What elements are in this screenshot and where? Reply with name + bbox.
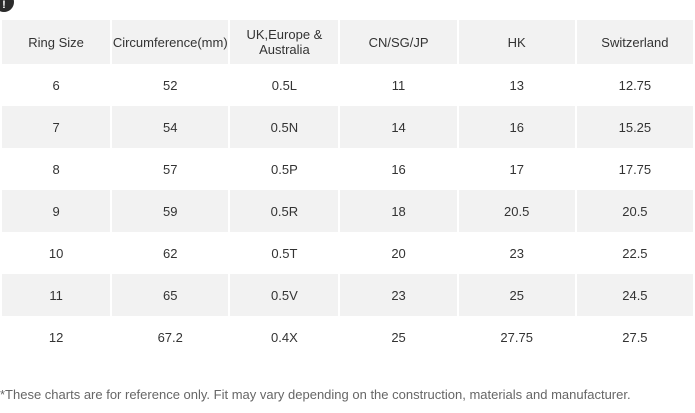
header-switzerland: Switzerland — [576, 20, 693, 64]
table-cell: 62 — [112, 232, 229, 274]
table-cell: 54 — [112, 106, 229, 148]
table-cell: 57 — [112, 148, 229, 190]
table-row: 11 65 0.5V 23 25 24.5 — [2, 274, 693, 316]
header-circumference: Circumference(mm) — [112, 20, 229, 64]
table-cell: 0.5R — [230, 190, 339, 232]
table-cell: 0.5N — [230, 106, 339, 148]
table-cell: 16 — [340, 148, 457, 190]
table-row: 8 57 0.5P 16 17 17.75 — [2, 148, 693, 190]
table-cell: 59 — [112, 190, 229, 232]
table-cell: 22.5 — [576, 232, 693, 274]
table-row: 7 54 0.5N 14 16 15.25 — [2, 106, 693, 148]
table-row: 12 67.2 0.4X 25 27.75 27.5 — [2, 316, 693, 358]
table-cell: 0.4X — [230, 316, 339, 358]
table-cell: 23 — [458, 232, 575, 274]
table-cell: 0.5P — [230, 148, 339, 190]
table-cell: 7 — [2, 106, 111, 148]
table-cell: 0.5T — [230, 232, 339, 274]
header-cn-sg-jp: CN/SG/JP — [340, 20, 457, 64]
table-cell: 20 — [340, 232, 457, 274]
table-cell: 27.5 — [576, 316, 693, 358]
table-cell: 12.75 — [576, 64, 693, 106]
table-cell: 0.5V — [230, 274, 339, 316]
table-cell: 15.25 — [576, 106, 693, 148]
table-cell: 10 — [2, 232, 111, 274]
table-cell: 13 — [458, 64, 575, 106]
table-cell: 65 — [112, 274, 229, 316]
table-cell: 12 — [2, 316, 111, 358]
table-cell: 16 — [458, 106, 575, 148]
table-cell: 11 — [340, 64, 457, 106]
table-row: 6 52 0.5L 11 13 12.75 — [2, 64, 693, 106]
table-cell: 23 — [340, 274, 457, 316]
header-ring-size: Ring Size — [2, 20, 111, 64]
table-header-row: Ring Size Circumference(mm) UK,Europe & … — [2, 20, 693, 64]
table-cell: 14 — [340, 106, 457, 148]
table-cell: 67.2 — [112, 316, 229, 358]
header-uk-europe-australia: UK,Europe & Australia — [230, 20, 339, 64]
table-cell: 20.5 — [458, 190, 575, 232]
table-cell: 25 — [340, 316, 457, 358]
table-cell: 17.75 — [576, 148, 693, 190]
table-cell: 11 — [2, 274, 111, 316]
table-cell: 18 — [340, 190, 457, 232]
header-hk: HK — [458, 20, 575, 64]
table-cell: 25 — [458, 274, 575, 316]
table-cell: 24.5 — [576, 274, 693, 316]
table-cell: 9 — [2, 190, 111, 232]
ring-size-table: Ring Size Circumference(mm) UK,Europe & … — [0, 20, 695, 358]
info-icon[interactable]: ! — [0, 0, 14, 12]
table-cell: 6 — [2, 64, 111, 106]
disclaimer-footnote: *These charts are for reference only. Fi… — [0, 387, 631, 402]
table-row: 9 59 0.5R 18 20.5 20.5 — [2, 190, 693, 232]
table-row: 10 62 0.5T 20 23 22.5 — [2, 232, 693, 274]
table-cell: 8 — [2, 148, 111, 190]
table-cell: 0.5L — [230, 64, 339, 106]
table-cell: 52 — [112, 64, 229, 106]
table-cell: 27.75 — [458, 316, 575, 358]
table-cell: 17 — [458, 148, 575, 190]
table-cell: 20.5 — [576, 190, 693, 232]
